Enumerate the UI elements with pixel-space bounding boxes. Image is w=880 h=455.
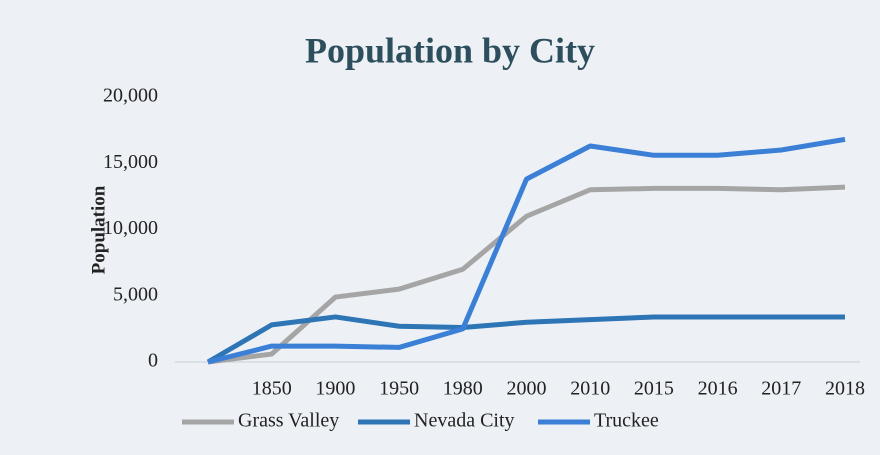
x-tick-label: 1980 bbox=[443, 378, 483, 400]
x-tick-label: 2016 bbox=[698, 378, 738, 400]
line-series bbox=[207, 184, 846, 365]
x-tick-label: 1950 bbox=[379, 378, 419, 400]
y-tick-label: 15,000 bbox=[103, 151, 158, 173]
x-tick-label: 1850 bbox=[252, 378, 292, 400]
x-tick-label: 2000 bbox=[507, 378, 547, 400]
y-tick-label: 10,000 bbox=[103, 217, 158, 239]
x-tick-label: 1900 bbox=[315, 378, 355, 400]
legend-label: Grass Valley bbox=[238, 410, 339, 432]
legend-label: Nevada City bbox=[414, 410, 515, 432]
x-tick-label: 2018 bbox=[825, 378, 865, 400]
x-tick-label: 2015 bbox=[634, 378, 674, 400]
line-series bbox=[206, 314, 845, 365]
y-tick-label: 5,000 bbox=[113, 283, 158, 305]
x-tick-label: 2010 bbox=[570, 378, 610, 400]
y-tick-label: 20,000 bbox=[103, 85, 158, 107]
y-tick-label: 0 bbox=[148, 350, 158, 372]
line-series bbox=[207, 136, 846, 365]
x-tick-label: 2017 bbox=[761, 378, 801, 400]
chart-title: Population by City bbox=[305, 30, 595, 70]
y-axis-label: Population bbox=[88, 185, 109, 274]
legend-label: Truckee bbox=[594, 410, 659, 432]
